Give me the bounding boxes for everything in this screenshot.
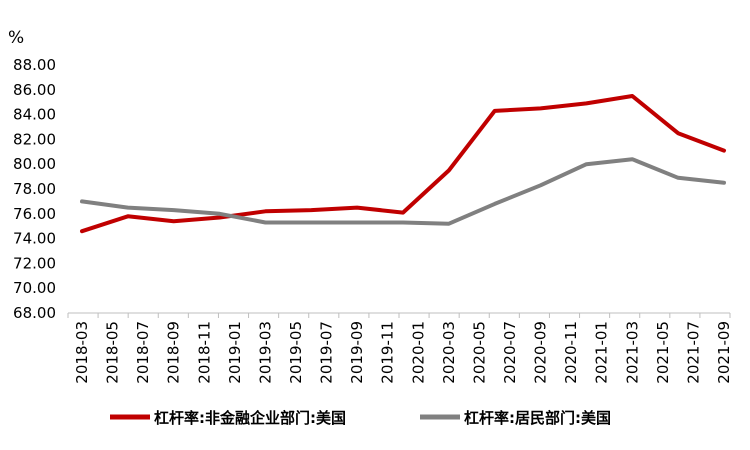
- series-line-2: [80, 157, 726, 226]
- y-tick-label: 74.00: [13, 230, 56, 248]
- legend: 杠杆率:非金融企业部门:美国 杠杆率:居民部门:美国: [110, 409, 611, 427]
- x-tick-label: 2020-05: [470, 321, 488, 384]
- x-tick-label: 2019-05: [287, 321, 305, 384]
- y-tick-label: 82.00: [13, 130, 56, 148]
- x-tick-label: 2018-09: [165, 321, 183, 384]
- legend-label-2: 杠杆率:居民部门:美国: [464, 409, 611, 427]
- x-tick-label: 2021-03: [623, 321, 641, 384]
- y-tick-label: 86.00: [13, 81, 56, 99]
- series-lines: [80, 94, 726, 234]
- y-tick-label: 70.00: [13, 279, 56, 297]
- y-tick-label: 80.00: [13, 155, 56, 173]
- x-tick-label: 2020-03: [440, 321, 458, 384]
- x-tick-label: 2019-09: [348, 321, 366, 384]
- y-tick-label: 68.00: [13, 304, 56, 322]
- y-axis-tick-labels: 88.00 86.00 84.00 82.00 80.00 78.00 76.00 74.00…: [13, 56, 56, 322]
- y-tick-label: 88.00: [13, 56, 56, 74]
- x-tick-label: 2020-07: [501, 321, 519, 384]
- series-line-1: [80, 94, 726, 234]
- x-tick-label: 2021-05: [654, 321, 672, 384]
- x-tick-label: 2018-05: [104, 321, 122, 384]
- x-tick-label: 2019-07: [318, 321, 336, 384]
- x-tick-label: 2020-11: [562, 321, 580, 384]
- x-tick-label: 2021-01: [593, 321, 611, 384]
- y-axis-unit-label: %: [8, 28, 24, 48]
- x-tick-label: 2019-11: [379, 321, 397, 384]
- x-tick-label: 2019-01: [226, 321, 244, 384]
- x-tick-label: 2021-07: [684, 321, 702, 384]
- x-tick-label: 2018-03: [73, 321, 91, 384]
- x-axis-tick-labels: 2018-03 2018-05 2018-07 2018-09 2018-11 2019-…: [73, 321, 733, 384]
- legend-label-1: 杠杆率:非金融企业部门:美国: [154, 409, 346, 427]
- y-tick-label: 78.00: [13, 180, 56, 198]
- y-tick-label: 76.00: [13, 205, 56, 223]
- y-tick-label: 84.00: [13, 106, 56, 124]
- x-tick-label: 2020-01: [409, 321, 427, 384]
- x-tick-label: 2018-07: [134, 321, 152, 384]
- x-tick-label: 2021-09: [715, 321, 733, 384]
- x-tick-label: 2019-03: [256, 321, 274, 384]
- y-tick-label: 72.00: [13, 254, 56, 272]
- x-axis-tick-marks: [67, 313, 731, 318]
- x-tick-label: 2018-11: [195, 321, 213, 384]
- x-tick-label: 2020-09: [532, 321, 550, 384]
